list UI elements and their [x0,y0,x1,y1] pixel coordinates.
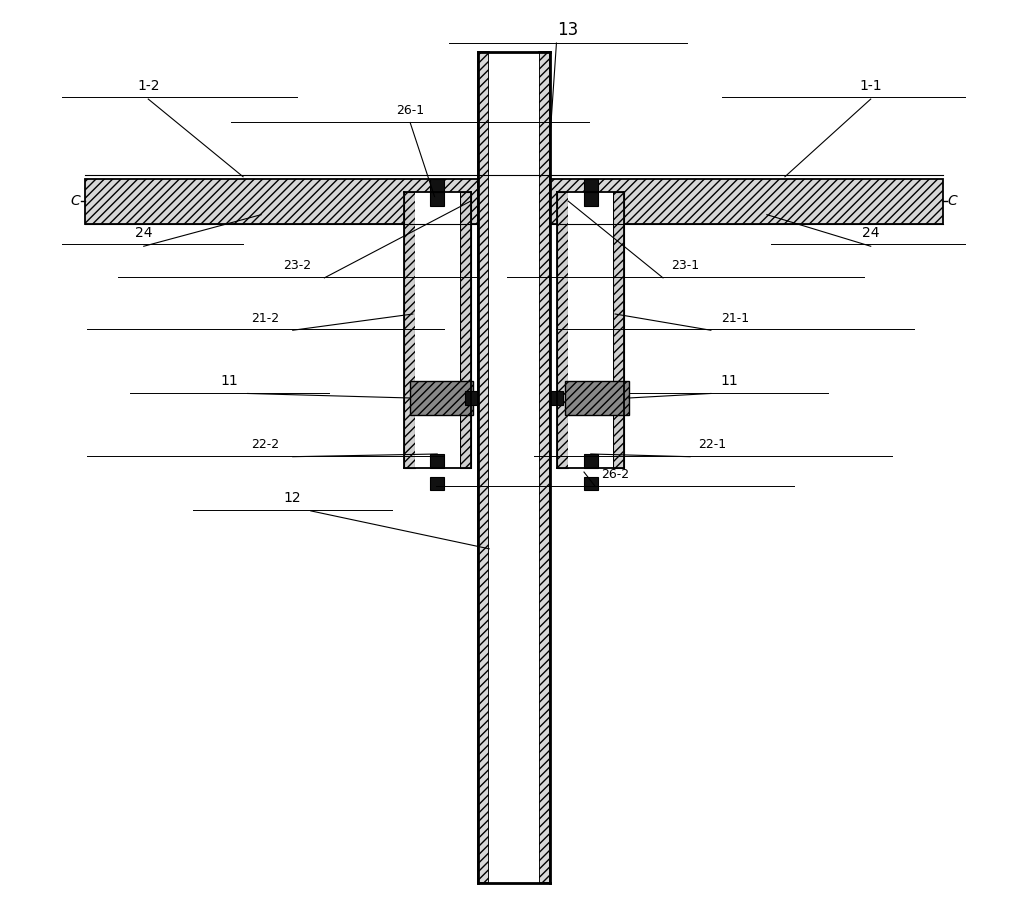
Text: 26-2: 26-2 [601,468,629,481]
Text: C: C [948,194,957,208]
Bar [584,179,597,192]
Bar [431,477,444,490]
Text: 22-1: 22-1 [699,438,727,451]
Text: 26-1: 26-1 [396,105,425,117]
Bar [431,192,444,205]
Bar [85,179,478,224]
Bar [431,179,444,192]
Bar [460,192,471,468]
Bar [550,392,563,404]
Bar [584,454,597,468]
Bar [557,192,568,468]
Text: 23-2: 23-2 [283,260,311,272]
Text: 21-1: 21-1 [722,312,749,325]
Bar [539,52,550,883]
Bar [431,454,444,468]
Bar [550,179,943,224]
Bar [489,52,539,883]
Bar [584,477,597,490]
Bar [414,192,460,468]
Text: 11: 11 [221,374,238,388]
Text: 22-2: 22-2 [252,438,280,451]
Bar [478,52,489,883]
Bar [614,192,624,468]
Text: 11: 11 [720,374,738,388]
Bar [410,381,473,415]
Text: C: C [71,194,80,208]
Bar [465,392,478,404]
Text: 1-1: 1-1 [859,79,882,93]
Text: 24: 24 [862,226,880,240]
Bar [568,192,614,468]
Text: 13: 13 [557,20,579,39]
Text: 12: 12 [284,492,301,505]
Text: 1-2: 1-2 [137,79,159,93]
Bar [584,192,597,205]
Bar [404,192,414,468]
Text: 21-2: 21-2 [252,312,280,325]
Bar [565,381,629,415]
Text: 24: 24 [135,226,152,240]
Text: 23-1: 23-1 [671,260,700,272]
